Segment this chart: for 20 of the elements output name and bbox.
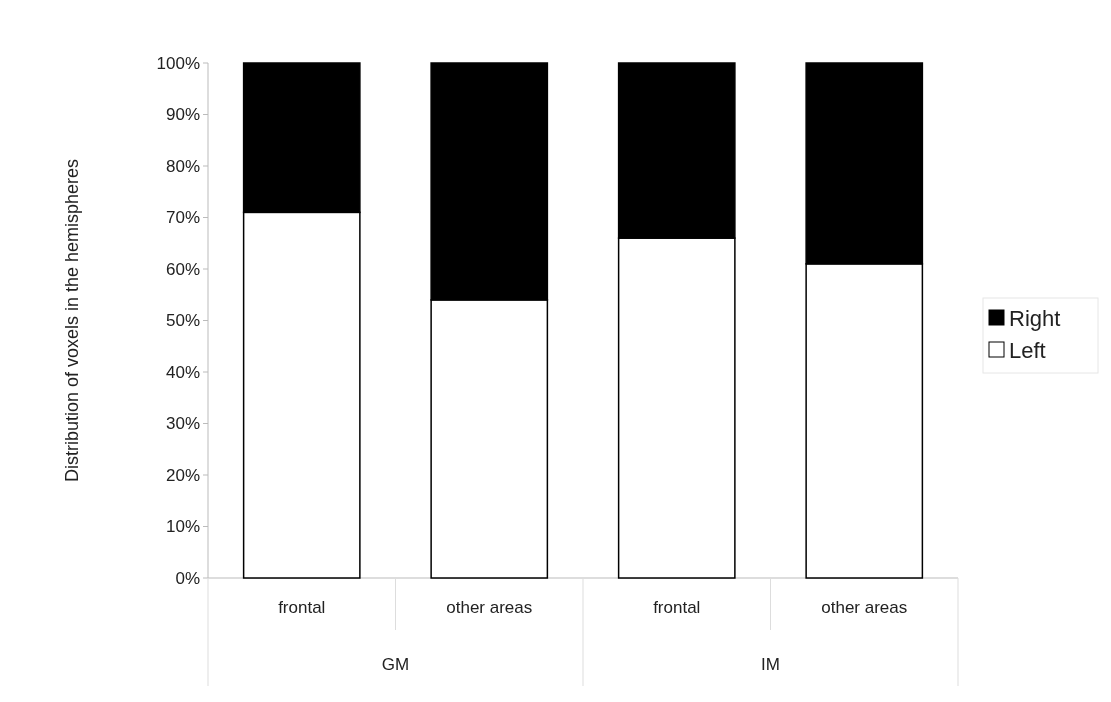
legend-label: Left — [1009, 337, 1046, 363]
x-tick-label: frontal — [653, 598, 701, 617]
y-tick-label: 30% — [165, 414, 200, 434]
x-tick-label: other areas — [446, 598, 533, 617]
y-tick-label: 100% — [156, 53, 200, 73]
y-tick-label: 60% — [165, 259, 200, 279]
text: IM — [761, 655, 780, 674]
y-tick-label: 20% — [165, 465, 200, 485]
y-tick-label: 90% — [165, 105, 200, 125]
y-tick-label: 70% — [165, 208, 200, 228]
legend-label: Right — [1009, 305, 1061, 331]
y-tick-label: 50% — [165, 311, 200, 331]
y-tick-label: 40% — [165, 362, 200, 382]
y-tick-label: 10% — [165, 517, 200, 537]
x-tick-label: other areas — [821, 598, 908, 617]
text: GM — [381, 655, 410, 674]
y-axis-title: Distribution of voxels in the hemispheres — [62, 158, 82, 483]
x-tick-label: frontal — [278, 598, 326, 617]
y-tick-label: 0% — [175, 568, 200, 588]
y-tick-label: 80% — [165, 156, 200, 176]
